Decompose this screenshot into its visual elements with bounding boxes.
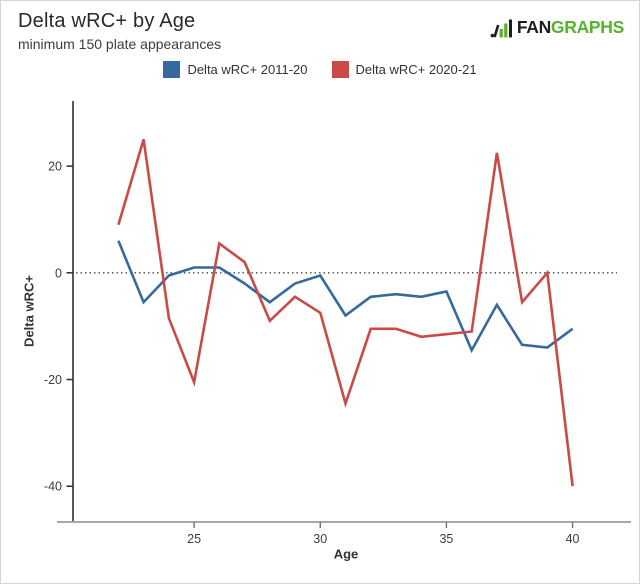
line-series-2011-20 xyxy=(117,240,574,354)
legend-swatch-2020-21 xyxy=(331,61,349,78)
legend-label-2011-20: Delta wRC+ 2011-20 xyxy=(187,62,308,77)
y-tick-label: -20 xyxy=(44,373,62,387)
x-axis-title: Age xyxy=(333,546,359,562)
logo-text-graphs: GRAPHS xyxy=(550,17,624,37)
y-tick-label: 0 xyxy=(55,266,62,280)
chart-title: Delta wRC+ by Age xyxy=(18,10,196,32)
fangraphs-logo-text: FANGRAPHS xyxy=(517,17,624,38)
y-tick-label: -40 xyxy=(44,480,62,494)
line-series-2020-21 xyxy=(117,139,574,487)
legend-item-2020-21: Delta wRC+ 2020-21 xyxy=(331,61,477,78)
chart-subtitle: minimum 150 plate appearances xyxy=(18,36,222,52)
x-tick-label: 35 xyxy=(439,532,453,546)
fangraphs-logo: FANGRAPHS xyxy=(490,17,624,38)
x-tick-label: 40 xyxy=(566,532,580,546)
y-axis-title: Delta wRC+ xyxy=(21,275,37,347)
x-tick-label: 30 xyxy=(313,532,327,546)
logo-text-fan: FAN xyxy=(516,17,551,37)
chart-legend: Delta wRC+ 2011-20 Delta wRC+ 2020-21 xyxy=(1,61,639,78)
legend-item-2011-20: Delta wRC+ 2011-20 xyxy=(163,61,308,78)
legend-label-2020-21: Delta wRC+ 2020-21 xyxy=(355,62,477,77)
y-tick-label: 20 xyxy=(48,160,62,174)
x-tick-label: 25 xyxy=(187,532,201,546)
fangraphs-logo-icon xyxy=(490,19,512,37)
legend-swatch-2011-20 xyxy=(163,61,181,78)
